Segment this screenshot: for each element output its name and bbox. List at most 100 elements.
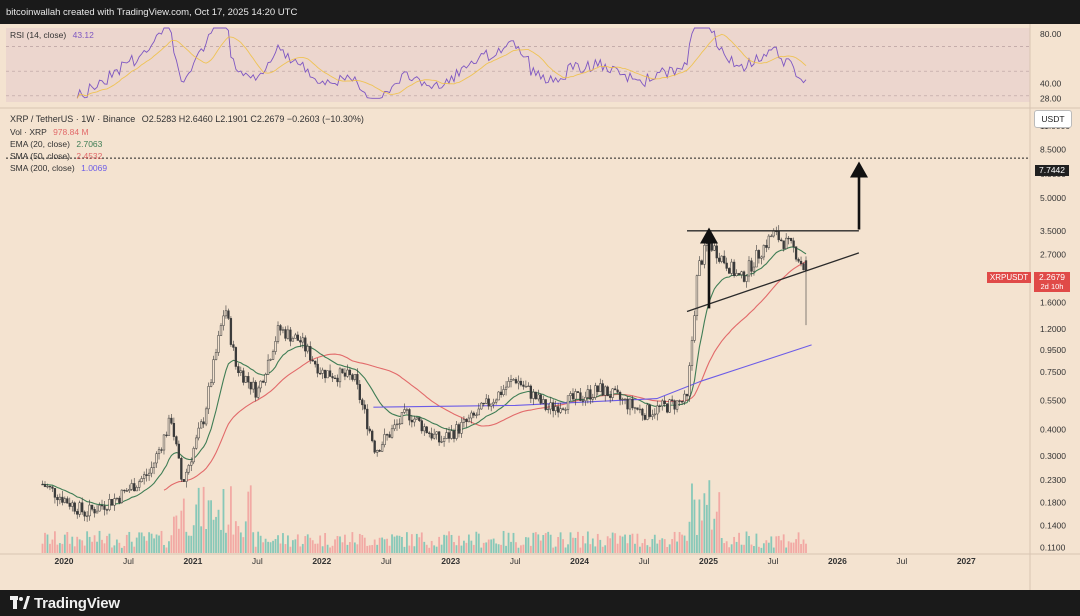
- sma200-legend: SMA (200, close) 1.0069: [10, 163, 107, 173]
- volume-bar: [212, 519, 215, 553]
- candle-body: [470, 412, 473, 419]
- candle-body: [685, 393, 689, 397]
- volume-bar: [800, 544, 802, 553]
- candle-body: [589, 389, 592, 400]
- candle-body: [276, 325, 280, 342]
- candle-body: [247, 376, 250, 383]
- volume-bar: [143, 536, 146, 553]
- candle-body: [499, 391, 503, 395]
- candle-body: [271, 351, 275, 360]
- candle-body: [100, 504, 104, 507]
- candle-body: [321, 369, 324, 374]
- candle-body: [108, 499, 111, 511]
- volume-bar: [609, 538, 612, 553]
- volume-bar: [46, 534, 49, 553]
- candle-body: [695, 275, 699, 316]
- volume-bar: [586, 531, 589, 553]
- candle-body: [63, 498, 66, 503]
- volume-bar: [133, 546, 136, 553]
- candle-body: [180, 457, 183, 480]
- volume-bar: [497, 544, 500, 553]
- candle-body: [485, 398, 488, 404]
- candle-body: [361, 399, 364, 406]
- volume-bar: [269, 542, 272, 553]
- candle-body: [752, 266, 756, 272]
- candle-body: [628, 398, 632, 410]
- candle-body: [539, 394, 542, 404]
- volume-bar: [205, 529, 208, 553]
- candle-body: [512, 379, 515, 381]
- candle-body: [529, 385, 532, 399]
- candle-body: [475, 414, 478, 416]
- volume-bar: [294, 539, 297, 553]
- currency-button[interactable]: USDT: [1034, 110, 1072, 128]
- volume-bar: [363, 537, 366, 553]
- price-tick-label: 0.1800: [1040, 498, 1066, 508]
- volume-bar: [703, 493, 706, 553]
- volume-bar: [507, 532, 510, 553]
- volume-bar: [180, 510, 183, 553]
- candle-body: [125, 490, 128, 492]
- chart-canvas[interactable]: 80.0040.0028.0011.00008.50006.50005.0000…: [0, 24, 1080, 590]
- volume-bar: [745, 531, 748, 553]
- volume-bar: [182, 498, 185, 553]
- candle-body: [140, 478, 143, 482]
- volume-bar: [629, 534, 631, 553]
- candle-body: [799, 260, 803, 264]
- candle-body: [678, 400, 681, 402]
- candle-body: [348, 369, 352, 376]
- candle-body: [698, 260, 701, 277]
- candle-body: [472, 412, 475, 416]
- candle-body: [115, 497, 119, 500]
- candle-body: [673, 400, 676, 410]
- time-tick-label: Jul: [639, 556, 650, 566]
- candle-body: [286, 329, 290, 339]
- candle-body: [767, 235, 770, 248]
- volume-bar: [274, 539, 277, 553]
- candle-body: [147, 472, 151, 476]
- candle-body: [219, 325, 223, 336]
- volume-bar: [723, 543, 726, 553]
- volume-bar: [81, 540, 84, 553]
- volume-bar: [534, 532, 537, 553]
- candle-body: [621, 398, 624, 401]
- candle-body: [304, 337, 307, 352]
- candle-body: [341, 368, 344, 374]
- candle-body: [227, 310, 230, 319]
- candle-body: [128, 489, 131, 492]
- volume-bar: [805, 543, 807, 553]
- candle-body: [214, 352, 218, 360]
- time-tick-label: 2025: [699, 556, 718, 566]
- volume-bar: [715, 511, 718, 553]
- candle-body: [552, 402, 555, 412]
- candle-body: [556, 406, 560, 413]
- candle-body: [328, 370, 332, 377]
- candle-body: [584, 396, 587, 402]
- candle-body: [735, 273, 738, 276]
- volume-bar: [190, 535, 193, 553]
- volume-bar: [708, 480, 711, 553]
- volume-bar: [225, 532, 227, 553]
- volume-bar: [770, 536, 773, 553]
- volume-bar: [252, 532, 255, 553]
- candle-body: [636, 407, 639, 410]
- volume-bar: [792, 542, 795, 553]
- volume-bar: [96, 541, 98, 553]
- candle-body: [723, 255, 726, 264]
- volume-bar: [410, 534, 413, 553]
- candle-body: [519, 380, 523, 386]
- candle-body: [564, 409, 567, 411]
- volume-bar: [463, 540, 465, 553]
- rsi-value: 43.12: [72, 30, 94, 40]
- candle-body: [490, 403, 493, 407]
- candle-body: [294, 334, 297, 339]
- attribution-text: bitcoinwallah created with TradingView.c…: [6, 7, 298, 18]
- time-tick-label: 2026: [828, 556, 847, 566]
- volume-bar: [403, 546, 406, 553]
- volume-bar: [135, 537, 138, 553]
- volume-bar: [120, 547, 123, 553]
- candle-body: [393, 424, 396, 430]
- candle-body: [138, 481, 141, 488]
- rsi-line: [76, 27, 807, 99]
- candle-body: [507, 381, 510, 388]
